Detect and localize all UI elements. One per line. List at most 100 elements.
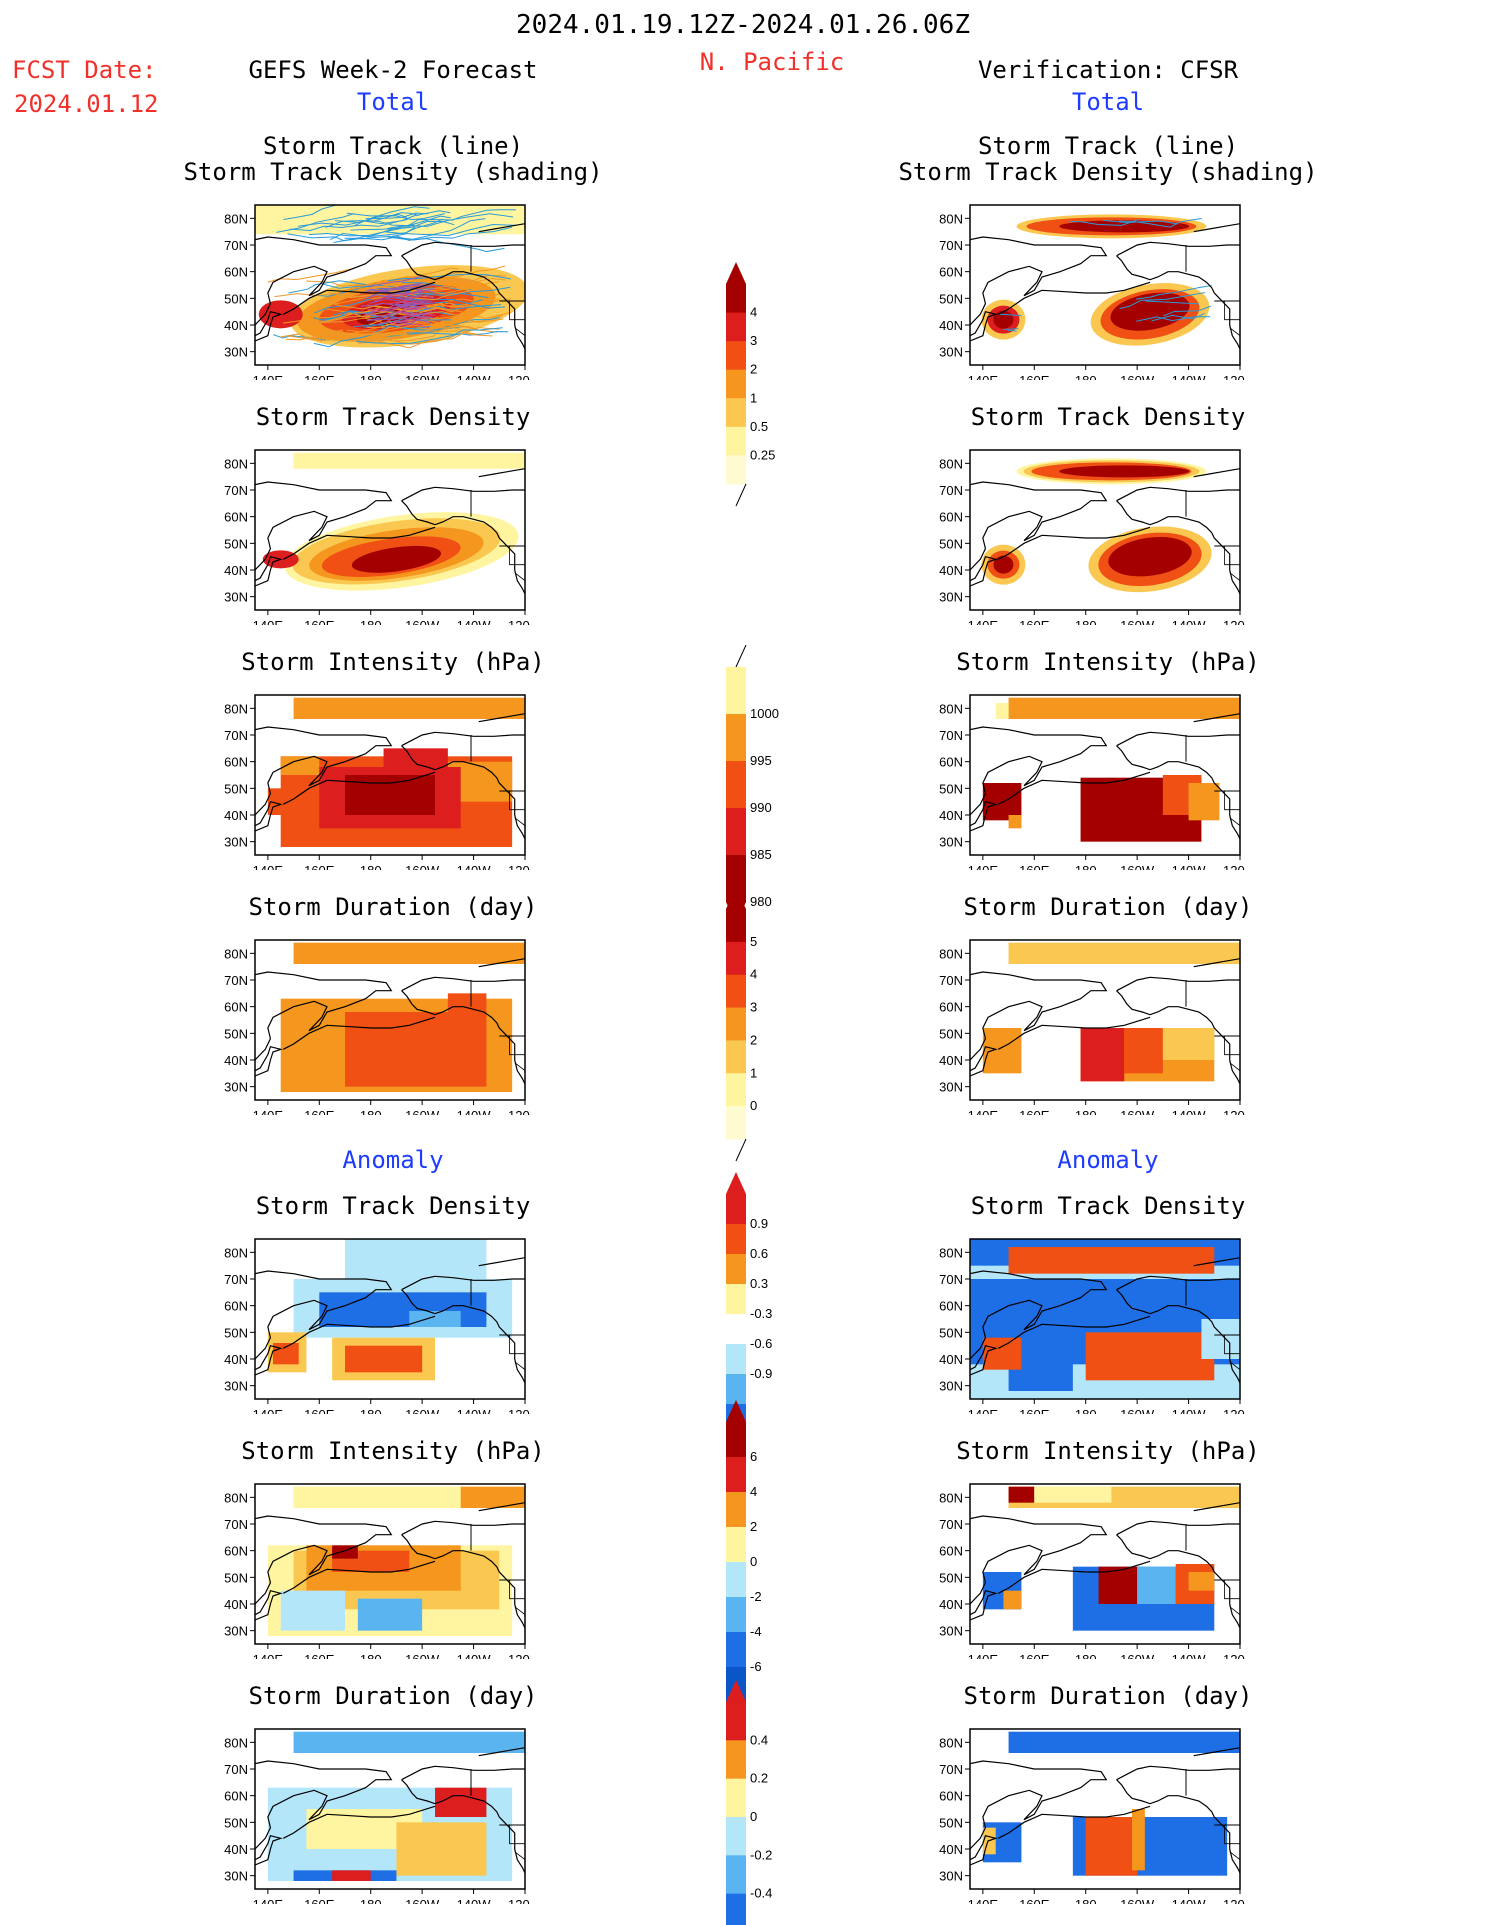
title-vf-duration: Storm Duration (day) xyxy=(963,893,1253,921)
colorbar-swatch xyxy=(726,1778,746,1818)
lat-tick-label: 30N xyxy=(224,590,248,605)
lon-tick-label: 160W xyxy=(405,1897,440,1904)
lon-tick-label: 140E xyxy=(968,618,999,625)
lat-tick-label: 70N xyxy=(224,973,248,988)
lon-tick-label: 180 xyxy=(1075,1897,1097,1904)
lon-tick-label: 140W xyxy=(457,863,492,870)
lon-tick-label: 120W xyxy=(1223,1897,1245,1904)
colorbar-label: 2 xyxy=(750,362,757,377)
lon-tick-label: 120W xyxy=(508,863,530,870)
coastline xyxy=(255,468,525,595)
lon-tick-label: 160E xyxy=(304,863,335,870)
map-field xyxy=(970,1239,1240,1399)
colorbar-swatch xyxy=(726,1073,746,1107)
lat-tick-label: 60N xyxy=(939,1000,963,1015)
lon-tick-label: 140W xyxy=(1172,1108,1207,1115)
lat-tick-label: 50N xyxy=(939,1815,963,1830)
colorbar-swatch xyxy=(726,455,746,485)
colorbar-swatch xyxy=(726,1254,746,1285)
coastline xyxy=(255,1502,525,1629)
colorbar-swatch xyxy=(726,667,746,715)
map-forecast-anom-density: 80N 70N 60N 50N 40N 30N 140E 160E 180 160W 140W 120… xyxy=(200,1224,530,1414)
lon-tick-label: 140W xyxy=(457,1407,492,1414)
map-forecast-track-svg: 80N 70N 60N 50N 40N 30N 140E 160E 180 160W 140W 120… xyxy=(224,204,530,380)
lat-tick-label: 70N xyxy=(939,1517,963,1532)
anom_duration-colorbar-svg: 0.4 0.2 0 -0.2 -0.4 xyxy=(726,1680,772,1925)
lon-tick-label: 160E xyxy=(1019,863,1050,870)
colorbar-label: 1000 xyxy=(750,706,779,721)
lon-tick-label: 180 xyxy=(1075,863,1097,870)
lon-tick-label: 140E xyxy=(968,373,999,380)
lon-tick-label: 160W xyxy=(405,1652,440,1659)
lon-tick-label: 120W xyxy=(1223,373,1245,380)
lon-tick-label: 140W xyxy=(457,1897,492,1904)
title-vf-track-line: Storm Track (line) xyxy=(977,132,1239,160)
lat-tick-label: 50N xyxy=(224,291,248,306)
lat-tick-label: 60N xyxy=(939,510,963,525)
map-verification-density-svg: 80N 70N 60N 50N 40N 30N 140E 160E 180 160W 140W 120… xyxy=(939,449,1245,625)
lon-tick-label: 140W xyxy=(1172,373,1207,380)
lat-tick-label: 60N xyxy=(939,1299,963,1314)
lat-tick-label: 30N xyxy=(939,1624,963,1639)
map-forecast-track: 80N 70N 60N 50N 40N 30N 140E 160E 180 160W 140W 120… xyxy=(200,190,530,380)
lat-tick-label: 30N xyxy=(939,835,963,850)
colorbar-swatch xyxy=(726,909,746,943)
colorbar-label: 0.5 xyxy=(750,419,768,434)
lat-tick-label: 70N xyxy=(939,1762,963,1777)
colorbar-label: 4 xyxy=(750,305,757,320)
left-total-label: Total xyxy=(356,88,430,116)
lat-tick-label: 70N xyxy=(224,483,248,498)
coastline xyxy=(255,1257,525,1384)
region-title: N. Pacific xyxy=(699,48,845,76)
lon-tick-label: 120W xyxy=(508,1897,530,1904)
lat-tick-label: 80N xyxy=(224,456,248,471)
colorbar-label: 2 xyxy=(750,1519,757,1534)
duration-colorbar-svg: 5 4 3 2 1 0 xyxy=(726,887,757,1162)
lon-tick-label: 160E xyxy=(1019,373,1050,380)
lon-tick-label: 120W xyxy=(508,373,530,380)
colorbar-swatch xyxy=(726,1492,746,1528)
lat-tick-label: 80N xyxy=(939,211,963,226)
colorbar-swatch xyxy=(726,284,746,314)
colorbar-swatch xyxy=(726,1106,746,1140)
colorbar-top-triangle xyxy=(726,1400,746,1422)
lon-tick-label: 120W xyxy=(508,618,530,625)
coastline xyxy=(970,958,1240,1085)
lat-tick-label: 30N xyxy=(939,1379,963,1394)
lat-tick-label: 80N xyxy=(939,1490,963,1505)
colorbar-tail xyxy=(735,644,747,668)
lon-tick-label: 160E xyxy=(304,1897,335,1904)
lat-tick-label: 70N xyxy=(224,238,248,253)
lon-tick-label: 160W xyxy=(405,1108,440,1115)
map-verification-intensity: 80N 70N 60N 50N 40N 30N 140E 160E 180 160W 140W 120… xyxy=(915,680,1245,870)
lon-tick-label: 140E xyxy=(253,373,284,380)
lon-tick-label: 140W xyxy=(457,373,492,380)
map-field xyxy=(255,1731,525,1881)
map-verification-duration-svg: 80N 70N 60N 50N 40N 30N 140E 160E 180 160W 140W 120… xyxy=(939,939,1245,1115)
lon-tick-label: 140W xyxy=(457,1108,492,1115)
map-field xyxy=(970,697,1240,842)
right-total-label: Total xyxy=(1071,88,1145,116)
lon-tick-label: 120W xyxy=(508,1108,530,1115)
density-colorbar-svg: 4 3 2 1 0.5 0.25 xyxy=(726,262,775,507)
lat-tick-label: 80N xyxy=(939,701,963,716)
lat-tick-label: 70N xyxy=(939,238,963,253)
fcst-date-value: 2024.01.12 xyxy=(14,90,159,118)
lat-tick-label: 30N xyxy=(224,1379,248,1394)
colorbar-label: 980 xyxy=(750,894,772,909)
map-verification-anom-density-svg: 80N 70N 60N 50N 40N 30N 140E 160E 180 160W 140W 120… xyxy=(939,1238,1245,1414)
lat-tick-label: 70N xyxy=(939,728,963,743)
colorbar-swatch xyxy=(726,1702,746,1741)
lat-tick-label: 30N xyxy=(939,345,963,360)
lon-tick-label: 160E xyxy=(304,1108,335,1115)
left-column-title: GEFS Week-2 Forecast xyxy=(248,56,538,84)
lon-tick-label: 140E xyxy=(253,863,284,870)
colorbar-swatch xyxy=(726,1194,746,1225)
map-verification-track-svg: 80N 70N 60N 50N 40N 30N 140E 160E 180 160W 140W 120… xyxy=(939,204,1245,380)
colorbar-density: 4 3 2 1 0.5 0.25 xyxy=(718,262,798,530)
colorbar-top-triangle xyxy=(726,887,746,909)
colorbar-label: 0 xyxy=(750,1554,757,1569)
map-forecast-duration-svg: 80N 70N 60N 50N 40N 30N 140E 160E 180 160W 140W 120… xyxy=(224,939,530,1115)
lat-tick-label: 50N xyxy=(224,1815,248,1830)
